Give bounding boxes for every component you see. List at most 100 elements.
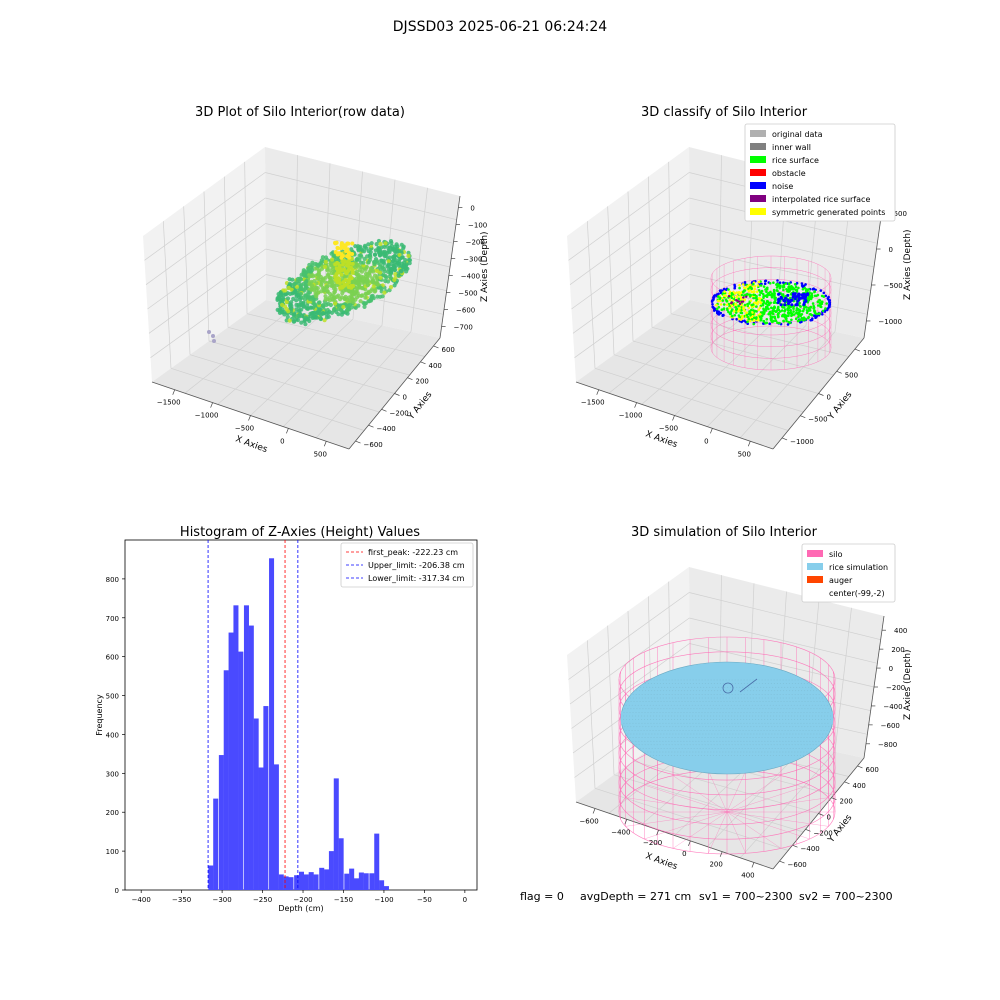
classify-rice-point xyxy=(764,294,767,298)
raw-point xyxy=(346,261,351,266)
raw-point xyxy=(349,305,354,310)
simulation-silo-floor-line xyxy=(672,775,728,813)
classify-symmetric-point xyxy=(722,294,726,297)
raw-point xyxy=(341,280,346,285)
raw-point xyxy=(378,253,383,258)
raw-point xyxy=(308,269,313,274)
simulation-legend-swatch xyxy=(807,563,823,570)
simulation-y-tick xyxy=(831,797,837,800)
classify-symmetric-point xyxy=(719,303,723,306)
raw-outlier-point xyxy=(212,339,216,343)
classify-noise-point xyxy=(827,305,831,309)
raw-point xyxy=(302,272,307,277)
raw-y-tick-label: 600 xyxy=(442,346,455,354)
classify-symmetric-point xyxy=(736,295,739,298)
classify-rice-point xyxy=(791,286,794,290)
raw-point xyxy=(303,284,308,289)
raw-point xyxy=(278,290,283,295)
raw-point xyxy=(349,276,354,281)
classify-rice-point xyxy=(769,315,773,318)
raw-point xyxy=(380,265,385,270)
raw-point xyxy=(338,266,342,271)
raw-point xyxy=(333,240,337,245)
classify-symmetric-point xyxy=(756,284,760,287)
classify-rice-point xyxy=(774,319,778,323)
classify-noise-point xyxy=(711,305,714,309)
histogram-bar xyxy=(248,625,254,890)
classify-noise-point xyxy=(819,289,823,292)
classify-z-tick-label: 500 xyxy=(894,210,907,218)
simulation-silo-floor-line xyxy=(726,811,829,827)
histogram-ticks: −400 −350 −300 −250 −200 −150 −100 −50 0 0 100 200 3… xyxy=(106,576,467,904)
raw-point xyxy=(393,272,398,277)
classify-rice-point xyxy=(792,307,795,310)
simulation-legend-box xyxy=(801,543,896,603)
simulation-x-tick-label: −600 xyxy=(579,817,598,825)
histogram-bar xyxy=(363,873,369,890)
classify-legend-box xyxy=(744,123,896,222)
raw-point xyxy=(327,295,332,301)
classify-rice-point xyxy=(738,286,741,290)
classify-noise-point xyxy=(790,303,794,307)
classify-symmetric-point xyxy=(758,306,762,310)
histogram-bar xyxy=(263,706,269,890)
raw-point xyxy=(350,270,355,275)
raw-point xyxy=(323,297,328,302)
raw-point xyxy=(339,272,344,277)
classify-legend-label: rice surface xyxy=(772,156,819,165)
simulation-rice-body xyxy=(621,712,833,724)
raw-point xyxy=(309,279,314,284)
simulation-legend-label: center(-99,-2) xyxy=(829,589,885,598)
raw-point xyxy=(340,291,345,296)
classify-noise-point xyxy=(717,312,720,316)
raw-point xyxy=(315,272,321,277)
classify-rice-point xyxy=(797,286,800,290)
classify-symmetric-point xyxy=(741,283,745,286)
classify-rice-point xyxy=(824,307,827,310)
simulation-silo-floor-line xyxy=(726,811,746,854)
classify-rice-point xyxy=(773,317,777,320)
raw-point xyxy=(361,260,366,265)
raw-point xyxy=(407,258,413,263)
classify-legend-swatch xyxy=(750,143,766,150)
classify-x-tick xyxy=(710,428,713,434)
classify-3d-xlabel: X Axies xyxy=(644,429,679,450)
classify-interpolated-point xyxy=(745,295,748,298)
classify-rice-point xyxy=(775,283,778,286)
classify-y-tick xyxy=(836,370,842,374)
classify-3d-tick-labels: −1500 −1000 −500 0 500 −1000 −500 0 500 1000 500 0 −… xyxy=(581,210,907,458)
raw-point xyxy=(343,259,348,264)
raw-y-tick xyxy=(420,361,426,365)
classify-symmetric-point xyxy=(751,311,754,314)
raw-axis-line xyxy=(439,195,461,339)
classify-symmetric-point xyxy=(755,290,759,294)
raw-point xyxy=(378,270,383,275)
raw-point xyxy=(311,298,316,304)
simulation-silo-floor-line xyxy=(726,775,782,813)
raw-point xyxy=(354,272,359,277)
classify-y-tick-label: −500 xyxy=(808,416,827,424)
classify-x-tick-label: −500 xyxy=(659,425,678,433)
classify-rice-point xyxy=(768,311,771,315)
classify-noise-point xyxy=(786,293,790,297)
classify-rice-point xyxy=(802,307,806,311)
classify-rice-point xyxy=(770,318,773,321)
classify-rice-point xyxy=(813,310,817,314)
raw-point xyxy=(320,304,326,309)
histogram-y-tick-label: 400 xyxy=(106,731,119,739)
classify-rice-point xyxy=(770,306,773,310)
classify-rice-point xyxy=(785,317,788,321)
classify-rice-point xyxy=(777,305,780,309)
classify-noise-point xyxy=(711,303,714,306)
raw-point xyxy=(318,307,323,312)
raw-point xyxy=(310,260,315,265)
raw-point xyxy=(341,304,346,310)
classify-rice-point xyxy=(734,311,738,314)
histogram-x-tick-label: −250 xyxy=(253,896,272,904)
raw-point xyxy=(315,310,320,315)
simulation-silo-floor-line xyxy=(644,811,728,840)
classify-rice-point xyxy=(740,293,743,297)
classify-rice-point xyxy=(759,284,763,287)
histogram-bar xyxy=(308,872,314,890)
raw-point xyxy=(299,286,304,291)
